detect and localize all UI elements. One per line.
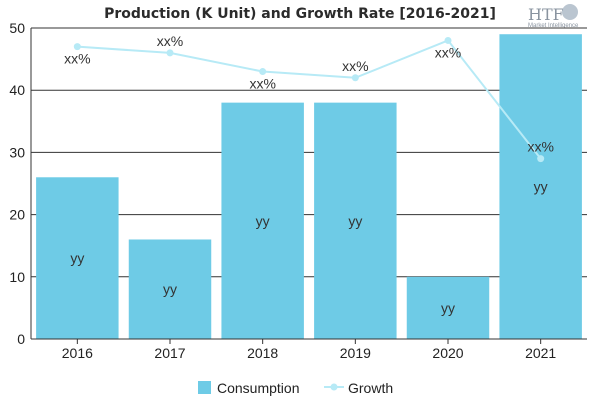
growth-point	[537, 155, 545, 163]
y-axis: 0 10 20 30 40 50	[9, 20, 32, 347]
legend-marker-growth	[330, 383, 338, 391]
legend-label-consumption: Consumption	[217, 380, 300, 396]
x-tick-label: 2017	[154, 345, 185, 361]
bar-data-label: yy	[348, 213, 362, 229]
y-tick-label: 40	[9, 82, 25, 98]
growth-data-label: xx%	[527, 139, 553, 155]
bar-data-label: yy	[256, 213, 270, 229]
logo-subtext: Market Intelligence	[528, 23, 579, 29]
logo-globe-icon	[562, 4, 578, 20]
bar	[499, 34, 582, 339]
x-tick-label: 2019	[340, 345, 371, 361]
y-tick-label: 30	[9, 144, 25, 160]
growth-point	[73, 43, 81, 51]
bar	[221, 102, 304, 339]
x-tick-label: 2018	[247, 345, 278, 361]
growth-data-label: xx%	[342, 58, 368, 74]
growth-data-label: xx%	[249, 76, 275, 92]
growth-data-label: xx%	[435, 44, 461, 60]
y-tick-label: 50	[9, 20, 25, 36]
bar-data-label: yy	[70, 250, 84, 266]
bar-data-label: yy	[534, 179, 548, 195]
bar-data-label: yy	[441, 300, 455, 316]
logo-text: HTF	[528, 5, 564, 24]
growth-data-label: xx%	[157, 33, 183, 49]
growth-point	[259, 68, 267, 76]
growth-point	[351, 74, 359, 82]
y-tick-label: 10	[9, 269, 25, 285]
logo: HTF Market Intelligence	[528, 4, 579, 29]
bar	[314, 102, 397, 339]
bars: yy yy yy yy yy yy	[36, 34, 582, 339]
x-axis: 2016 2017 2018 2019 2020 2021	[31, 338, 587, 361]
chart-title: Production (K Unit) and Growth Rate [201…	[104, 6, 496, 22]
bar	[128, 239, 212, 339]
x-tick-label: 2021	[525, 345, 556, 361]
x-tick-label: 2016	[62, 345, 93, 361]
legend: Consumption Growth	[198, 380, 393, 396]
growth-data-label: xx%	[64, 51, 90, 67]
growth-point	[444, 36, 452, 44]
y-tick-label: 0	[17, 331, 25, 347]
x-tick-label: 2020	[432, 345, 463, 361]
growth-series-line	[77, 39, 542, 160]
grid-lines	[31, 27, 587, 278]
growth-point	[166, 49, 174, 57]
bar	[36, 177, 119, 339]
legend-swatch-consumption	[198, 381, 211, 394]
legend-label-growth: Growth	[348, 380, 393, 396]
bar	[406, 276, 490, 339]
growth-line: xx% xx% xx% xx% xx% xx%	[64, 33, 554, 163]
bar-data-label: yy	[163, 281, 177, 297]
y-tick-label: 20	[9, 207, 25, 223]
